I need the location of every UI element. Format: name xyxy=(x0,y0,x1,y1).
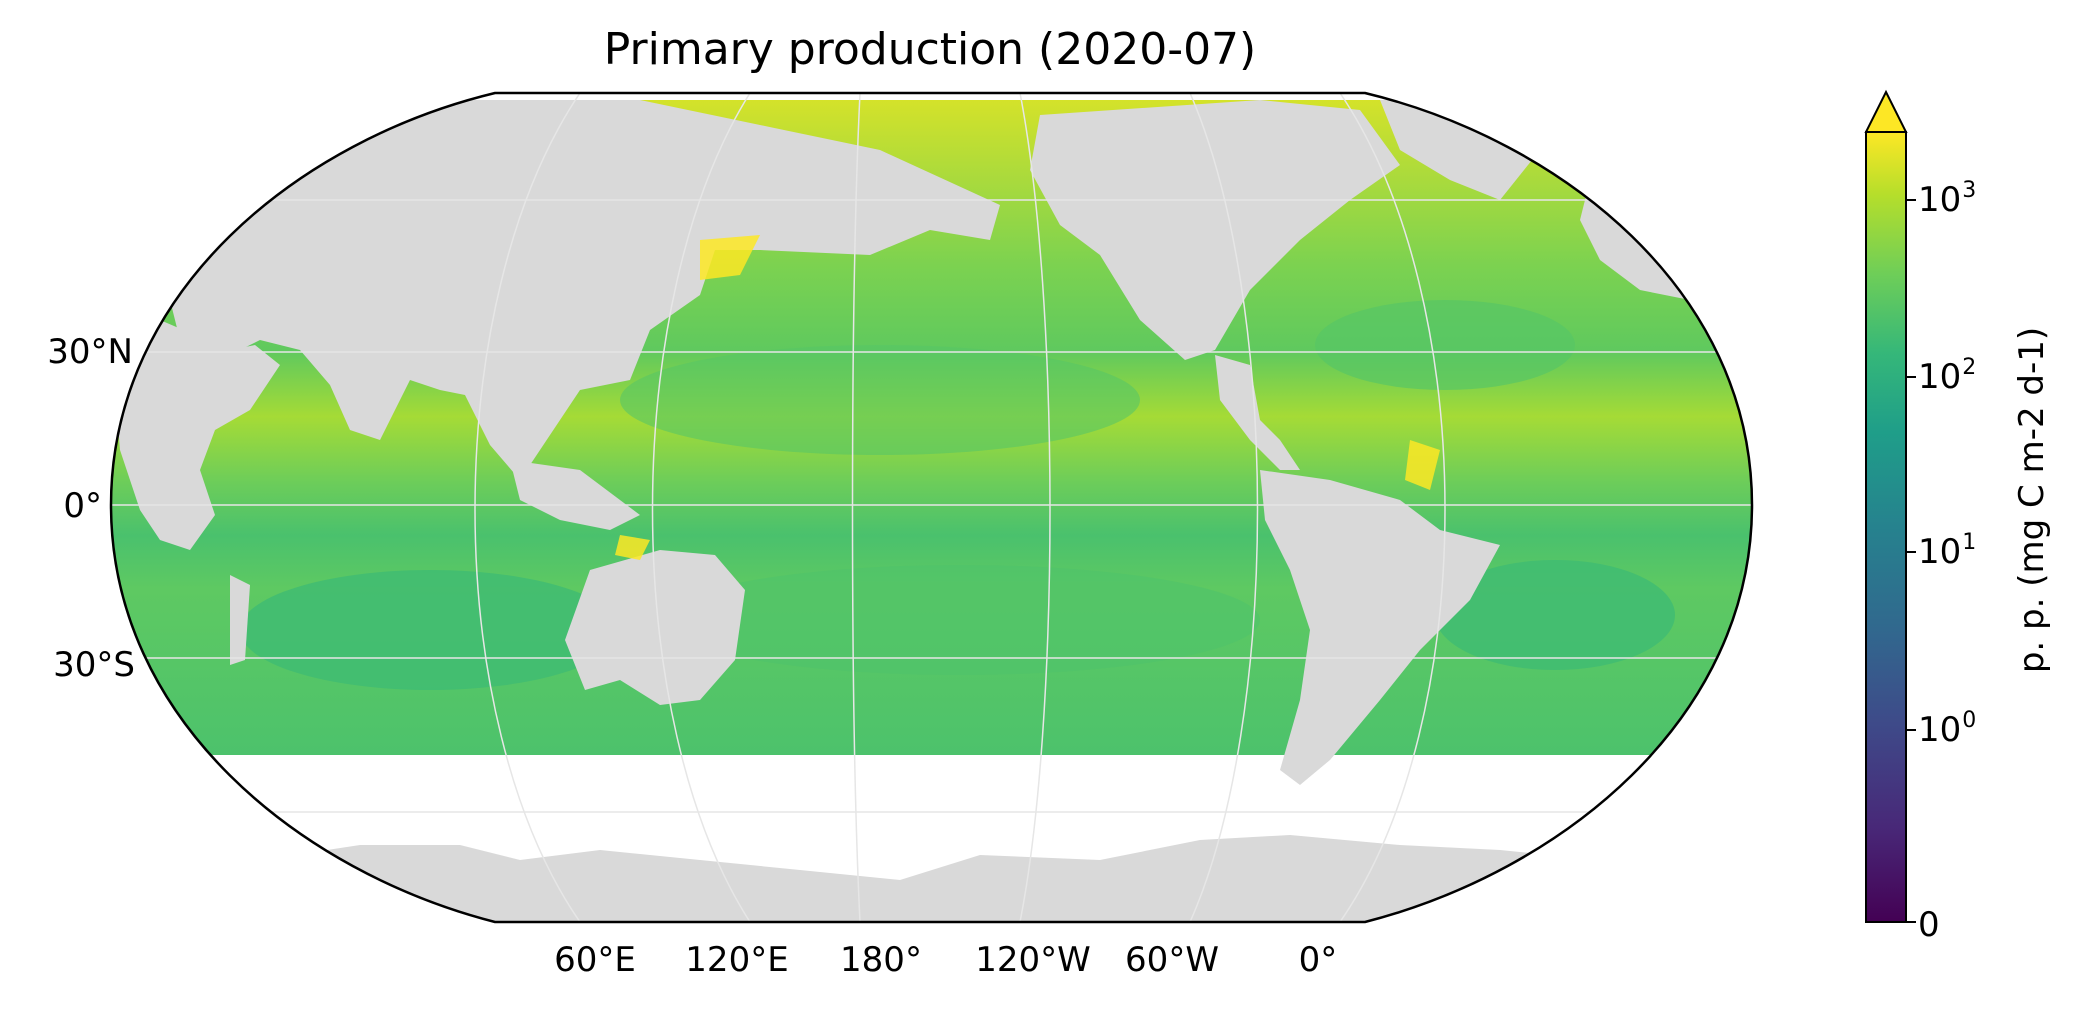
colorbar-tick-label: 0 xyxy=(1918,905,1940,945)
coastal-high-productivity xyxy=(615,235,1440,560)
lon-label-180: 180° xyxy=(840,940,922,980)
lon-label-120e: 120°E xyxy=(685,940,789,980)
map-content xyxy=(111,93,1752,922)
indonesia xyxy=(510,460,640,530)
lon-label-60w: 60°W xyxy=(1125,940,1219,980)
madagascar xyxy=(230,575,250,665)
south-pacific-gyre xyxy=(660,565,1260,675)
lon-label-120w: 120°W xyxy=(975,940,1091,980)
north-atlantic-gyre xyxy=(1315,300,1575,390)
lat-label-30n: 30°N xyxy=(47,332,133,372)
colorbar xyxy=(1864,89,1916,923)
antarctica xyxy=(111,835,1752,922)
lon-label-0: 0° xyxy=(1298,940,1338,980)
australia xyxy=(565,550,745,705)
colorbar-tick-label: 100 xyxy=(1918,708,1977,750)
colorbar-tick-label: 102 xyxy=(1918,355,1977,397)
colorbar-tick-label: 101 xyxy=(1918,530,1977,572)
north-america xyxy=(1030,100,1400,360)
lat-label-0: 0° xyxy=(63,486,102,526)
colorbar-tick-label: 103 xyxy=(1918,178,1977,220)
colorbar-ticks xyxy=(1906,199,1916,923)
north-pacific-gyre xyxy=(620,345,1140,455)
map-title: Primary production (2020-07) xyxy=(603,24,1257,75)
lon-label-60e: 60°E xyxy=(554,940,636,980)
colorbar-label: p. p. (mg C m-2 d-1) xyxy=(2012,326,2052,674)
colorbar-extend-arrow xyxy=(1864,89,1908,133)
globe-outline xyxy=(109,91,1754,924)
eurasia xyxy=(150,100,1000,480)
graticule xyxy=(111,93,1752,922)
lat-label-30s: 30°S xyxy=(53,645,135,685)
south-indian-gyre xyxy=(240,570,620,690)
africa xyxy=(111,320,280,550)
south-america xyxy=(1260,470,1500,785)
south-atlantic-gyre xyxy=(1435,560,1675,670)
land-masses xyxy=(111,100,1752,922)
central-america xyxy=(1215,355,1300,470)
colorbar-gradient xyxy=(1865,131,1907,923)
